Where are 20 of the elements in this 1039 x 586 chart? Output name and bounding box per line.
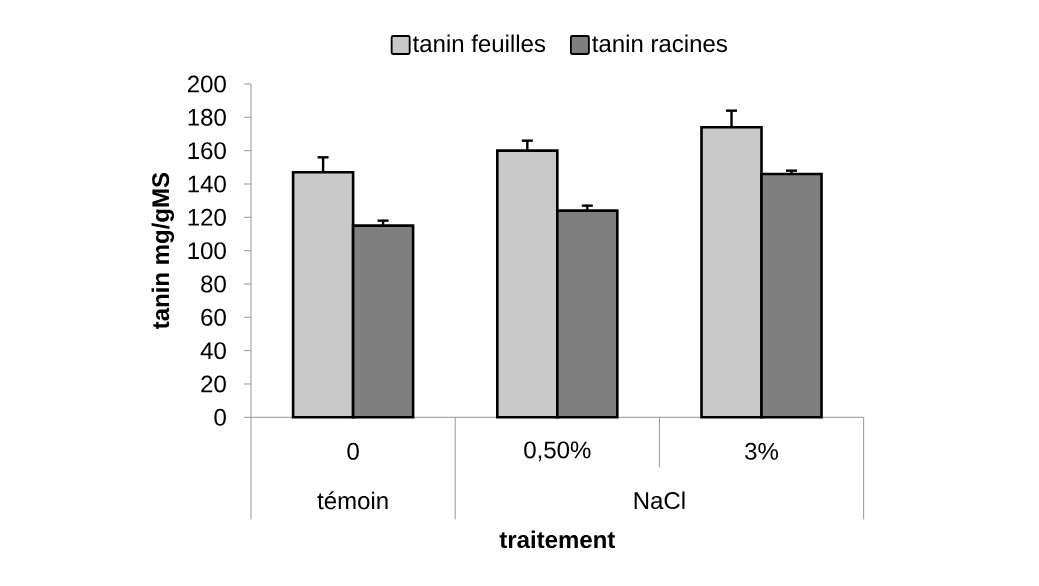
y-tick-label: 80 xyxy=(201,275,226,293)
y-tick-label: 160 xyxy=(188,142,226,160)
y-tick-label: 140 xyxy=(188,175,226,193)
y-tick-label: 120 xyxy=(188,208,226,226)
y-tick-label: 60 xyxy=(201,308,226,326)
y-axis-title: tanin mg/gMS xyxy=(151,172,175,330)
y-tick-label: 100 xyxy=(188,242,226,260)
y-tick-label: 20 xyxy=(201,375,226,393)
x-tick-label: 0,50% xyxy=(524,441,591,462)
legend-label: tanin racines xyxy=(592,34,727,53)
y-tick-label: 0 xyxy=(214,408,226,426)
legend-label: tanin feuilles xyxy=(412,34,546,53)
x-tick-label: 3% xyxy=(745,442,778,460)
y-tick-label: 40 xyxy=(200,342,226,360)
text: NaCl xyxy=(634,491,685,510)
text: témoin xyxy=(317,491,388,510)
x-tick-label: 0 xyxy=(347,442,359,460)
x-axis-title: traitement xyxy=(499,530,616,549)
y-tick-label: 200 xyxy=(187,75,226,93)
y-tick-label: 180 xyxy=(188,108,226,126)
